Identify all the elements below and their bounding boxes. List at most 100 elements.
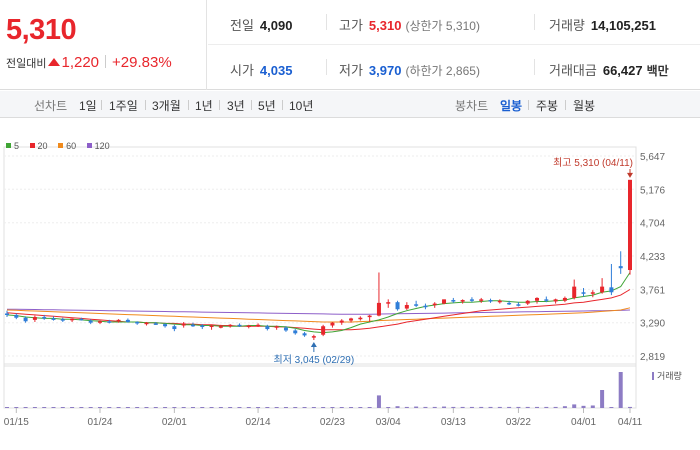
- current-price: 5,310: [6, 14, 77, 46]
- up-arrow-icon: [48, 58, 61, 66]
- low-cell: 저가 3,970 (하한가 2,865): [339, 60, 480, 79]
- legend-swatch: [6, 143, 11, 148]
- candle-body: [190, 324, 195, 327]
- candle-body: [562, 297, 567, 301]
- change-row: 전일대비 1,220 +29.83%: [6, 54, 172, 71]
- candle-body: [218, 326, 223, 328]
- period-3y[interactable]: 3년: [227, 99, 245, 113]
- candle-body: [144, 322, 149, 325]
- candle-body: [423, 305, 428, 308]
- volume-bar: [497, 406, 502, 408]
- period-1d[interactable]: 1일: [79, 99, 97, 113]
- candlestick-chart-svg[interactable]: 5,647 5,176 4,704 4,233 3,761 3,290 2,819 01/15…: [0, 119, 700, 450]
- legend-label: 120: [94, 141, 110, 151]
- legend-label: 20: [37, 141, 48, 151]
- stats-row-1: 전일 4,090 고가 5,310 (상한가 5,310) 거래량 14,105,251: [208, 0, 700, 45]
- volume-bar: [432, 406, 437, 408]
- volume-bar: [414, 406, 419, 408]
- candle-body: [321, 326, 326, 335]
- change-amount: 1,220: [61, 54, 100, 71]
- divider: [251, 100, 252, 110]
- candle-body: [163, 324, 168, 327]
- candle-body: [153, 323, 158, 325]
- candle-body: [628, 179, 632, 271]
- prev-close-cell: 전일 4,090: [230, 15, 292, 34]
- volume-bar: [228, 407, 233, 408]
- divider: [145, 100, 146, 110]
- x-tick-label: 02/01: [162, 417, 187, 428]
- volume-bar: [488, 406, 493, 408]
- volume-bar: [125, 407, 130, 408]
- volume-bar: [23, 407, 28, 408]
- legend-ma5: 5: [6, 141, 19, 151]
- period-5y[interactable]: 5년: [258, 99, 276, 113]
- volume-bar: [14, 407, 19, 408]
- candle-body: [414, 304, 419, 306]
- candle-body: [460, 300, 465, 302]
- low-label: 저가: [339, 63, 363, 78]
- period-1y[interactable]: 1년: [195, 99, 213, 113]
- amount-value: 66,427: [602, 63, 643, 78]
- volume-cell: 거래량 14,105,251: [549, 15, 656, 34]
- period-10y[interactable]: 10년: [289, 99, 314, 113]
- volume-bar: [442, 406, 447, 408]
- period-3m[interactable]: 3개월: [152, 99, 181, 113]
- open-value: 4,035: [259, 63, 293, 78]
- x-tick-label: 01/15: [4, 417, 29, 428]
- volume-label: 거래량: [549, 18, 585, 33]
- candle-body: [88, 320, 93, 323]
- volume-bar: [283, 407, 288, 408]
- candle-body: [395, 302, 400, 310]
- candle-body: [265, 326, 270, 330]
- candle-body: [283, 327, 288, 331]
- legend-swatch: [86, 143, 92, 148]
- volume-bar: [5, 407, 9, 408]
- volume-bar: [330, 407, 335, 408]
- candle-daily-tab[interactable]: 일봉: [500, 99, 523, 113]
- volume-bar: [135, 407, 140, 408]
- candle-body: [516, 304, 521, 306]
- candle-body: [349, 318, 354, 321]
- volume-bar: [32, 407, 37, 408]
- stock-quote-header: 5,310 전일대비 1,220 +29.83% 전일 4,090 고가 5,310 (상…: [0, 0, 700, 90]
- volume-bar: [209, 407, 214, 408]
- volume-bar: [516, 406, 521, 408]
- x-tick-label: 01/24: [87, 417, 112, 428]
- legend-label: 5: [14, 141, 20, 151]
- line-chart-label: 선차트: [34, 99, 68, 113]
- volume-bar: [302, 407, 307, 408]
- y-tick-label: 2,819: [640, 352, 665, 363]
- volume-bar: [609, 407, 614, 408]
- candle-body: [302, 333, 307, 336]
- candle-body: [442, 299, 447, 304]
- amount-cell: 거래대금 66,427 백만: [549, 60, 669, 79]
- volume-bar: [293, 407, 298, 408]
- candle-body: [311, 336, 316, 338]
- volume-legend-swatch: [652, 372, 654, 380]
- quote-stats: 전일 4,090 고가 5,310 (상한가 5,310) 거래량 14,105,251…: [208, 0, 700, 90]
- low-annotation-label: 최저 3,045 (02/29): [274, 354, 355, 366]
- volume-legend-label: 거래량: [657, 370, 682, 381]
- volume-bar: [451, 406, 456, 408]
- volume-bar: [581, 405, 586, 408]
- volume-bar: [367, 407, 372, 408]
- candle-body: [600, 286, 605, 293]
- candle-body: [79, 318, 84, 321]
- x-tick-label: 03/04: [376, 417, 401, 428]
- candle-body: [70, 318, 75, 321]
- volume-bar: [572, 404, 577, 408]
- candle-weekly-tab[interactable]: 주봉: [536, 99, 559, 113]
- legend-ma20: 20: [29, 141, 48, 151]
- volume-bar: [60, 407, 65, 408]
- low-annotation-arrowhead: [310, 342, 317, 348]
- divider: [565, 100, 566, 110]
- candle-monthly-tab[interactable]: 월봉: [573, 99, 596, 113]
- divider: [534, 14, 535, 30]
- candle-body: [339, 320, 344, 323]
- volume-bar: [311, 407, 316, 408]
- candle-body: [609, 287, 614, 293]
- volume-bar: [172, 407, 177, 408]
- candle-body: [507, 302, 512, 305]
- amount-unit: 백만: [646, 64, 669, 78]
- period-1w[interactable]: 1주일: [109, 99, 138, 113]
